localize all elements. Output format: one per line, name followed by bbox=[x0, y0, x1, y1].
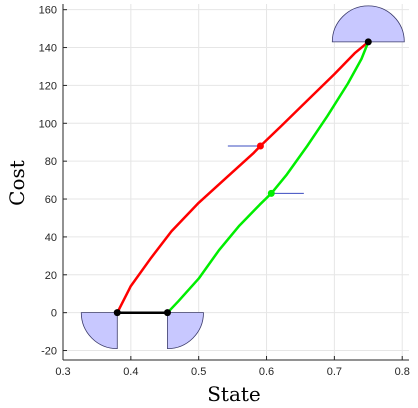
x-tick-label: 0.8 bbox=[395, 366, 410, 378]
x-tick-label: 0.3 bbox=[55, 366, 70, 378]
x-axis-label: State bbox=[207, 382, 261, 406]
y-tick-label: 80 bbox=[45, 156, 57, 168]
x-tick-label: 0.4 bbox=[123, 366, 138, 378]
half-disk-markers bbox=[80, 5, 405, 350]
series-line-2 bbox=[166, 40, 370, 314]
x-tick-label: 0.6 bbox=[259, 366, 274, 378]
data-point bbox=[113, 309, 121, 317]
y-axis-label: Cost bbox=[5, 160, 29, 206]
data-points bbox=[113, 38, 372, 317]
series-lines bbox=[116, 40, 370, 314]
y-tick-label: 160 bbox=[39, 5, 57, 17]
y-tick-label: 100 bbox=[39, 118, 57, 130]
half-disk-marker bbox=[80, 312, 118, 350]
x-tick-label: 0.7 bbox=[327, 366, 342, 378]
half-disk-marker bbox=[331, 5, 405, 43]
y-tick-label: 0 bbox=[51, 308, 57, 320]
data-point bbox=[364, 38, 372, 46]
data-point bbox=[163, 309, 171, 317]
series-line-1 bbox=[116, 40, 370, 314]
half-disk-marker bbox=[167, 312, 204, 350]
tangent-segments bbox=[227, 145, 304, 194]
y-tick-label: 140 bbox=[39, 43, 57, 55]
y-tick-label: 60 bbox=[45, 194, 57, 206]
y-tick-label: -20 bbox=[41, 346, 57, 358]
data-point bbox=[256, 142, 264, 150]
axes bbox=[62, 4, 409, 361]
x-tick-label: 0.5 bbox=[191, 366, 206, 378]
y-tick-label: 20 bbox=[45, 270, 57, 282]
tick-labels: 0.3 0.4 0.5 0.6 0.7 0.8 -20 0 20 40 60 80 100 120 140 1… bbox=[39, 5, 410, 378]
data-point bbox=[267, 189, 275, 197]
y-tick-label: 120 bbox=[39, 80, 57, 92]
grid-lines bbox=[62, 4, 409, 360]
y-tick-label: 40 bbox=[45, 232, 57, 244]
